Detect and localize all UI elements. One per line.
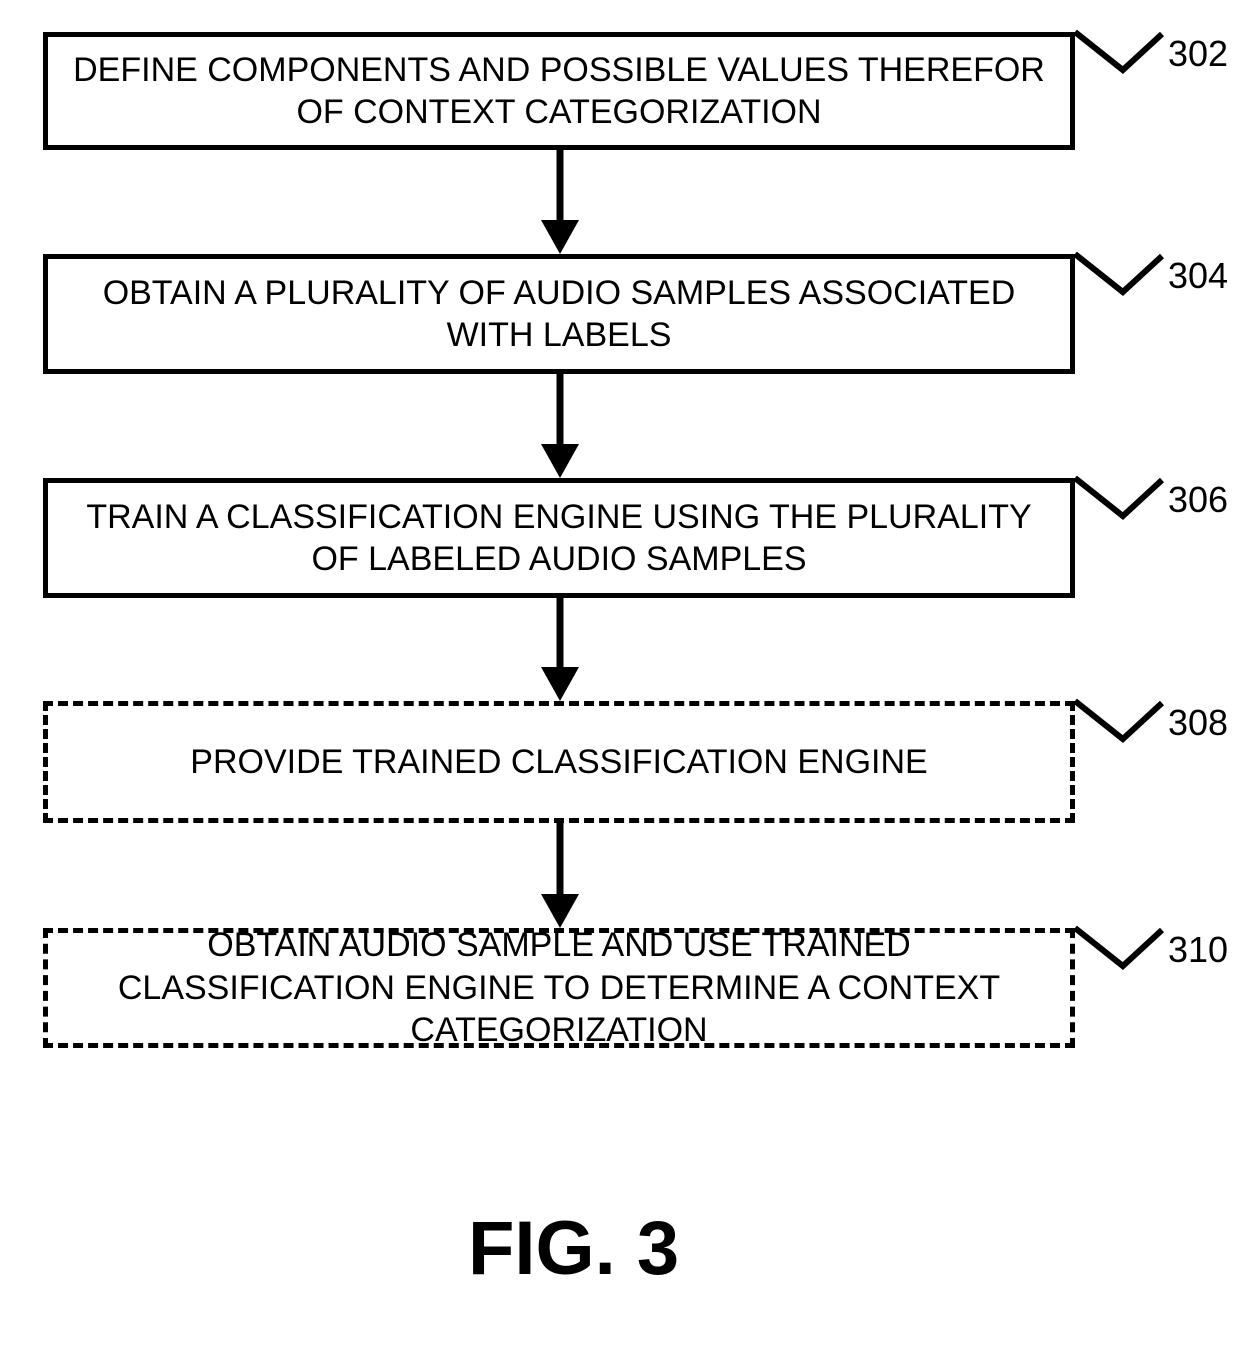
ref-connector xyxy=(1071,697,1166,743)
flow-node-text: DEFINE COMPONENTS AND POSSIBLE VALUES TH… xyxy=(68,49,1050,134)
ref-connector xyxy=(1071,474,1166,520)
flow-arrow xyxy=(541,374,579,478)
ref-label: 310 xyxy=(1168,929,1228,971)
flow-arrow xyxy=(541,823,579,928)
flow-node-n310: OBTAIN AUDIO SAMPLE AND USE TRAINED CLAS… xyxy=(43,928,1075,1048)
ref-label: 306 xyxy=(1168,479,1228,521)
ref-label: 302 xyxy=(1168,33,1228,75)
flow-node-text: OBTAIN AUDIO SAMPLE AND USE TRAINED CLAS… xyxy=(68,924,1050,1052)
ref-connector xyxy=(1071,250,1166,296)
flow-arrow xyxy=(541,150,579,254)
flow-node-text: TRAIN A CLASSIFICATION ENGINE USING THE … xyxy=(68,496,1050,581)
ref-connector xyxy=(1071,28,1166,74)
flow-node-n304: OBTAIN A PLURALITY OF AUDIO SAMPLES ASSO… xyxy=(43,254,1075,374)
ref-label: 304 xyxy=(1168,255,1228,297)
figure-label: FIG. 3 xyxy=(468,1205,679,1292)
flow-node-text: OBTAIN A PLURALITY OF AUDIO SAMPLES ASSO… xyxy=(68,272,1050,357)
flow-node-n306: TRAIN A CLASSIFICATION ENGINE USING THE … xyxy=(43,478,1075,598)
ref-label: 308 xyxy=(1168,702,1228,744)
ref-connector xyxy=(1071,924,1166,970)
flow-node-text: PROVIDE TRAINED CLASSIFICATION ENGINE xyxy=(190,741,927,784)
flow-node-n302: DEFINE COMPONENTS AND POSSIBLE VALUES TH… xyxy=(43,32,1075,150)
flow-node-n308: PROVIDE TRAINED CLASSIFICATION ENGINE xyxy=(43,701,1075,823)
flowchart-canvas: DEFINE COMPONENTS AND POSSIBLE VALUES TH… xyxy=(0,0,1240,1351)
flow-arrow xyxy=(541,598,579,701)
